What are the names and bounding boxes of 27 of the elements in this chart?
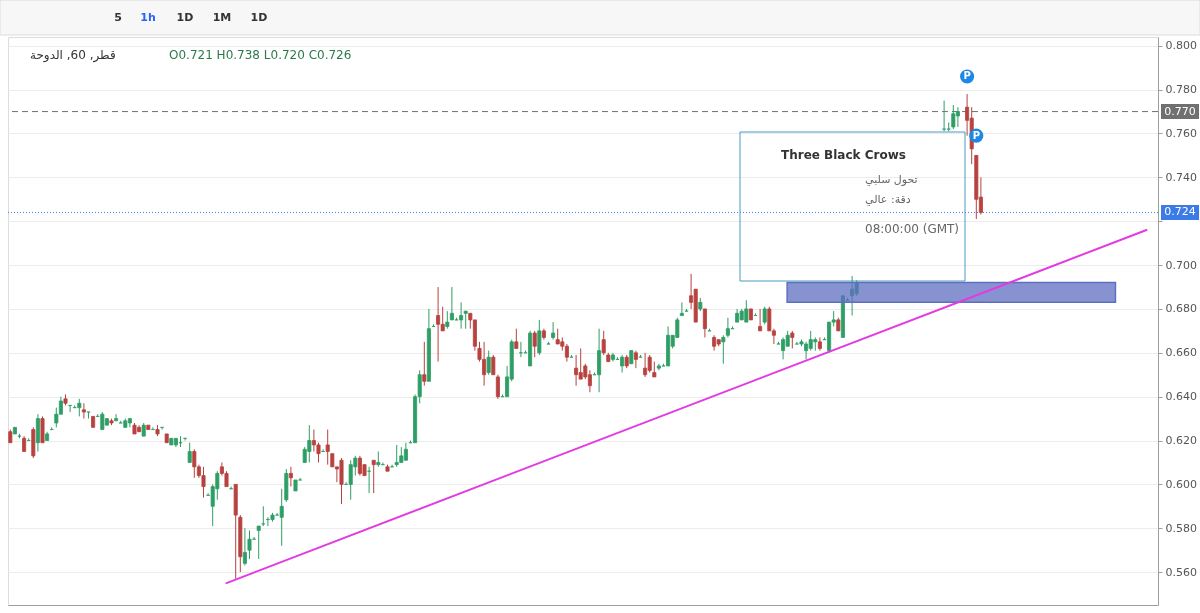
ref-line-label: 0.770 bbox=[1164, 104, 1196, 118]
ref-line-label: 0.724 bbox=[1164, 205, 1196, 219]
y-tick-label: 0.600 bbox=[1165, 477, 1197, 491]
y-tick-label: 0.740 bbox=[1165, 170, 1197, 184]
text: 1D bbox=[250, 11, 268, 24]
text: قطر, 60, الدوحة bbox=[30, 48, 116, 63]
text: 5 bbox=[114, 11, 122, 24]
y-tick-label: 0.680 bbox=[1165, 302, 1197, 316]
y-tick-label: 0.800 bbox=[1165, 39, 1197, 53]
annotation: دقة: عالي bbox=[865, 193, 911, 206]
y-tick-label: 0.560 bbox=[1165, 565, 1197, 579]
text: 1h bbox=[140, 11, 156, 24]
y-tick-label: 0.660 bbox=[1165, 346, 1197, 360]
y-tick-label: 0.580 bbox=[1165, 521, 1197, 535]
y-tick-label: 0.620 bbox=[1165, 434, 1197, 448]
data-label: P bbox=[972, 129, 980, 141]
y-tick-label: 0.700 bbox=[1165, 258, 1197, 272]
annotation: Three Black Crows bbox=[781, 148, 906, 162]
y-tick-label: 0.780 bbox=[1165, 83, 1197, 97]
y-tick-label: 0.760 bbox=[1165, 126, 1197, 140]
annotation: 08:00:00 (GMT) bbox=[865, 222, 960, 236]
data-label: P bbox=[963, 70, 971, 82]
y-tick-label: 0.640 bbox=[1165, 390, 1197, 404]
text: 1M bbox=[212, 11, 232, 24]
text: 1D bbox=[176, 11, 194, 24]
text: O0.721 H0.738 L0.720 C0.726 bbox=[169, 48, 352, 62]
annotation: تحول سلبي bbox=[865, 173, 918, 186]
